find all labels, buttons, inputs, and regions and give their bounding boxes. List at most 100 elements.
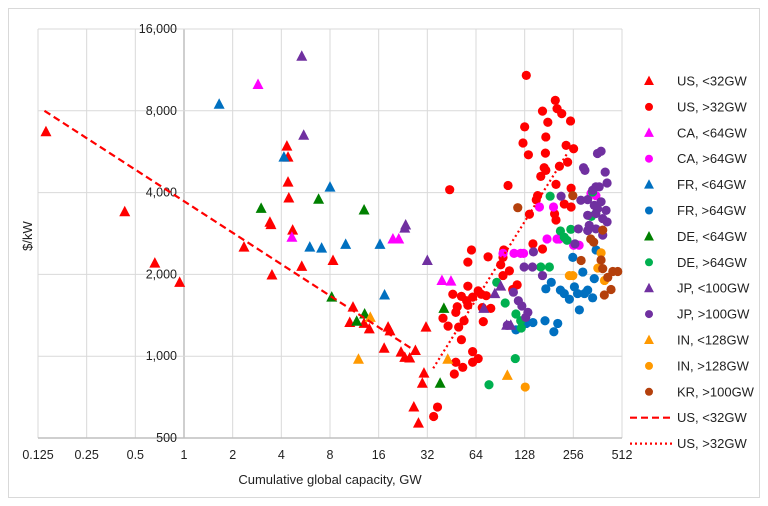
- point-us-32gw: [438, 313, 448, 323]
- legend-label: DE, >64GW: [677, 255, 747, 270]
- point-jp-100gw: [296, 50, 308, 61]
- point-us-32gw: [566, 202, 576, 212]
- point-jp-100gw: [602, 178, 612, 188]
- point-us-32gw: [496, 260, 506, 270]
- point-us-32gw: [429, 411, 439, 422]
- point-us-32gw: [518, 138, 528, 148]
- legend-item-de-64gw: DE, >64GW: [645, 255, 747, 270]
- point-us-32gw: [478, 317, 488, 327]
- x-tick-label: 256: [563, 448, 584, 462]
- point-us-32gw: [528, 239, 538, 249]
- point-ca-64gw: [518, 248, 529, 258]
- point-jp-100gw: [527, 262, 538, 272]
- legend-label: US, <32GW: [677, 410, 747, 425]
- legend-circle-icon: [645, 258, 653, 267]
- x-tick-label: 0.25: [74, 448, 98, 462]
- gridlines: [37, 28, 623, 439]
- legend-item-us-32gw: US, <32GW: [644, 74, 747, 89]
- point-us-32gw: [378, 342, 390, 353]
- tick-labels: 0.125 0.25 0.5 1 2 4 8 16 32 64 128 256 512 500 1,000 2…: [22, 22, 632, 462]
- point-jp-100gw: [556, 191, 566, 201]
- x-tick-label: 0.5: [127, 448, 144, 462]
- legend-item-jp-100gw: JP, >100GW: [645, 307, 750, 322]
- y-tick-label: 8,000: [146, 104, 177, 118]
- point-jp-100gw: [596, 146, 606, 156]
- y-tick-label: 16,000: [139, 22, 177, 36]
- legend-item-us-32gw: US, >32GW: [645, 99, 747, 114]
- legend-label: US, <32GW: [677, 74, 747, 89]
- point-kr-100gw: [598, 264, 608, 274]
- point-us-32gw: [468, 346, 478, 357]
- point-fr-64gw: [316, 242, 328, 253]
- legend-item-us-32gw: US, >32GW: [630, 436, 747, 451]
- legend-circle-icon: [645, 387, 653, 396]
- x-axis-title: Cumulative global capacity, GW: [238, 472, 422, 487]
- y-tick-label: 500: [156, 431, 177, 445]
- legend-item-in-128gw: IN, <128GW: [644, 333, 750, 348]
- point-kr-100gw: [598, 225, 608, 235]
- legend-item-ca-64gw: CA, <64GW: [644, 125, 747, 140]
- y-tick-label: 2,000: [146, 267, 177, 281]
- point-in-128gw: [520, 382, 530, 392]
- point-jp-100gw: [537, 270, 548, 281]
- legend-item-ca-64gw: CA, >64GW: [645, 151, 747, 166]
- point-us-32gw: [463, 281, 473, 291]
- point-us-32gw: [296, 260, 308, 271]
- point-us-32gw: [40, 125, 52, 137]
- point-ca-64gw: [548, 202, 559, 212]
- point-us-32gw: [451, 357, 461, 367]
- point-us-32gw: [543, 117, 553, 127]
- point-us-32gw: [483, 252, 493, 262]
- legend-triangle-icon: [644, 334, 654, 345]
- x-tick-label: 8: [327, 448, 334, 462]
- point-fr-64gw: [574, 305, 584, 315]
- point-us-32gw: [287, 224, 299, 235]
- point-us-32gw: [449, 369, 459, 379]
- point-de-64gw: [313, 193, 325, 204]
- point-us-32gw: [537, 106, 548, 116]
- point-us-32gw: [523, 150, 534, 160]
- point-us-32gw: [149, 257, 161, 268]
- point-us-32gw: [409, 344, 421, 355]
- point-us-32gw: [521, 70, 531, 80]
- point-ca-64gw: [393, 232, 405, 244]
- data-marks: [40, 50, 623, 428]
- legend-triangle-icon: [644, 179, 654, 189]
- point-us-32gw: [468, 357, 478, 367]
- point-jp-100gw: [570, 239, 580, 249]
- x-tick-label: 16: [372, 448, 386, 462]
- legend-circle-icon: [645, 361, 653, 370]
- point-us-32gw: [418, 367, 430, 378]
- point-de-64gw: [511, 309, 521, 319]
- point-us-32gw: [412, 417, 424, 428]
- legend-label: JP, <100GW: [677, 281, 750, 296]
- point-jp-100gw: [594, 182, 604, 192]
- point-us-32gw: [486, 303, 496, 313]
- point-fr-64gw: [589, 274, 599, 284]
- point-us-32gw: [327, 254, 339, 266]
- point-fr-64gw: [304, 241, 316, 252]
- legend-item-fr-64gw: FR, >64GW: [645, 203, 747, 218]
- point-us-32gw: [563, 157, 573, 167]
- legend-circle-icon: [645, 206, 653, 215]
- point-kr-100gw: [576, 255, 586, 266]
- point-fr-64gw: [568, 252, 578, 262]
- point-kr-100gw: [603, 272, 613, 282]
- point-us-32gw: [174, 276, 186, 287]
- point-jp-100gw: [573, 224, 583, 234]
- point-jp-100gw: [583, 225, 593, 236]
- point-jp-100gw: [521, 312, 531, 322]
- point-us-32gw: [416, 377, 428, 388]
- point-fr-64gw: [324, 181, 336, 192]
- point-fr-64gw: [578, 267, 588, 277]
- point-kr-100gw: [606, 284, 616, 295]
- point-us-32gw: [498, 270, 508, 281]
- point-de-64gw: [484, 380, 494, 390]
- point-us-32gw: [463, 257, 473, 267]
- point-us-32gw: [119, 205, 131, 217]
- point-in-128gw: [352, 353, 364, 364]
- point-ca-64gw: [509, 248, 519, 258]
- point-us-32gw: [566, 183, 576, 193]
- point-jp-100gw: [576, 195, 586, 205]
- point-us-32gw: [266, 268, 278, 280]
